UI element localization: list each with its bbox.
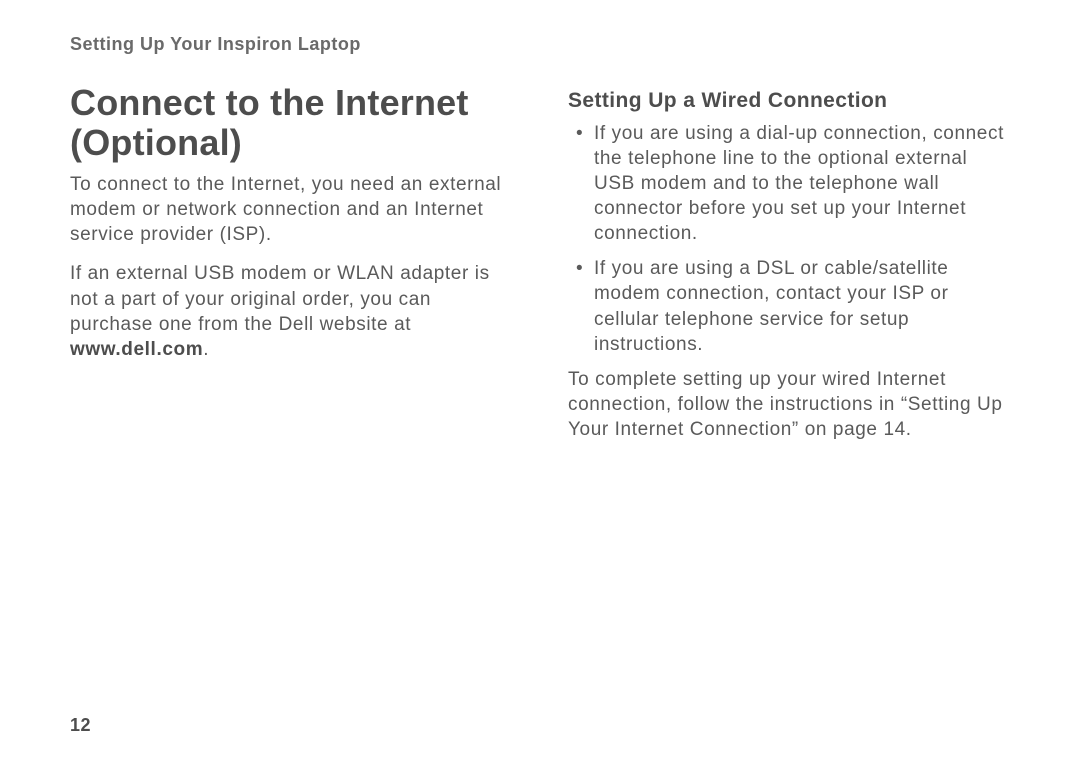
dell-url: www.dell.com (70, 339, 203, 360)
wired-connection-bullets: If you are using a dial-up connection, c… (568, 121, 1010, 357)
bullet-item: If you are using a DSL or cable/satellit… (594, 256, 1010, 356)
right-column: Setting Up a Wired Connection If you are… (568, 83, 1010, 456)
intro-paragraph-2-text-b: . (203, 339, 209, 360)
page-number: 12 (70, 715, 91, 736)
subsection-heading: Setting Up a Wired Connection (568, 89, 1010, 113)
follow-up-paragraph: To complete setting up your wired Intern… (568, 367, 1010, 442)
left-column: Connect to the Internet (Optional) To co… (70, 83, 512, 456)
bullet-item: If you are using a dial-up connection, c… (594, 121, 1010, 246)
running-head: Setting Up Your Inspiron Laptop (70, 34, 1010, 55)
two-column-layout: Connect to the Internet (Optional) To co… (70, 83, 1010, 456)
intro-paragraph-1: To connect to the Internet, you need an … (70, 172, 512, 247)
intro-paragraph-2: If an external USB modem or WLAN adapter… (70, 261, 512, 361)
manual-page: Setting Up Your Inspiron Laptop Connect … (0, 0, 1080, 766)
intro-paragraph-2-text-a: If an external USB modem or WLAN adapter… (70, 263, 490, 334)
section-heading: Connect to the Internet (Optional) (70, 83, 512, 162)
